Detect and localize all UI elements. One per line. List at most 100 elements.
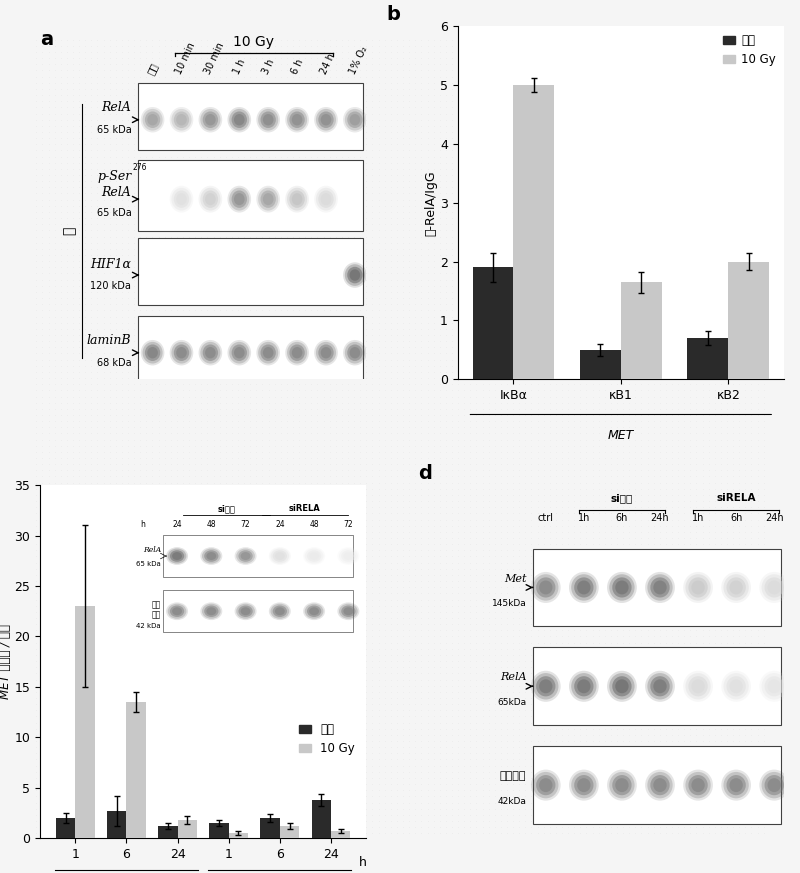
- Point: [79, 672, 92, 686]
- Point: [54, 254, 67, 268]
- Point: [244, 549, 257, 563]
- Point: [318, 666, 330, 680]
- Point: [134, 488, 146, 502]
- Point: [494, 254, 507, 268]
- Point: [513, 599, 526, 613]
- Point: [219, 445, 232, 459]
- Point: [348, 654, 361, 668]
- Point: [311, 678, 324, 692]
- Point: [452, 143, 465, 157]
- Point: [678, 740, 690, 754]
- Point: [286, 476, 299, 490]
- Point: [134, 88, 146, 102]
- Point: [195, 322, 208, 336]
- Point: [103, 242, 116, 256]
- Point: [323, 464, 336, 478]
- Point: [158, 119, 171, 133]
- Point: [195, 457, 208, 471]
- Point: [286, 525, 299, 539]
- Point: [702, 211, 715, 225]
- Point: [385, 771, 398, 785]
- Point: [274, 371, 287, 385]
- Point: [182, 100, 195, 114]
- Point: [115, 371, 128, 385]
- Point: [128, 593, 141, 607]
- Point: [739, 310, 752, 324]
- Point: [647, 593, 660, 607]
- Point: [647, 365, 660, 379]
- Point: [586, 353, 599, 367]
- Point: [622, 704, 635, 718]
- Point: [244, 137, 257, 151]
- Point: [641, 100, 654, 114]
- Point: [598, 476, 611, 490]
- Point: [721, 666, 734, 680]
- Point: [721, 457, 734, 471]
- Point: [758, 716, 770, 730]
- Point: [525, 211, 538, 225]
- Point: [165, 64, 178, 78]
- Point: [678, 365, 690, 379]
- Point: [397, 32, 410, 46]
- Point: [501, 297, 514, 311]
- Point: [708, 223, 721, 237]
- Point: [281, 193, 294, 207]
- Point: [73, 365, 86, 379]
- Point: [122, 45, 134, 59]
- Point: [714, 457, 727, 471]
- Point: [745, 568, 758, 582]
- Point: [726, 149, 739, 163]
- Point: [128, 666, 141, 680]
- Point: [708, 347, 721, 361]
- Point: [415, 426, 428, 440]
- Point: [598, 660, 611, 674]
- Point: [170, 310, 183, 324]
- Point: [36, 347, 49, 361]
- Point: [550, 260, 562, 274]
- Point: [415, 70, 428, 84]
- Point: [366, 599, 379, 613]
- Point: [586, 555, 599, 569]
- Point: [165, 52, 178, 65]
- Point: [61, 728, 74, 742]
- Point: [598, 543, 611, 557]
- Point: [592, 64, 605, 78]
- Ellipse shape: [234, 347, 245, 359]
- Point: [568, 149, 581, 163]
- Point: [622, 340, 635, 354]
- Point: [568, 617, 581, 631]
- Point: [550, 52, 562, 65]
- Point: [305, 143, 318, 157]
- Ellipse shape: [321, 193, 331, 205]
- Point: [434, 254, 446, 268]
- Point: [36, 94, 49, 108]
- Point: [446, 593, 458, 607]
- Point: [513, 789, 526, 803]
- Point: [268, 187, 281, 201]
- Point: [256, 654, 269, 668]
- Point: [488, 801, 501, 815]
- Point: [177, 155, 190, 169]
- Point: [360, 654, 373, 668]
- Point: [79, 297, 92, 311]
- Point: [506, 119, 519, 133]
- Point: [684, 672, 697, 686]
- Ellipse shape: [722, 770, 751, 801]
- Point: [555, 420, 568, 434]
- Point: [268, 698, 281, 711]
- Point: [525, 205, 538, 219]
- Point: [538, 710, 550, 724]
- Point: [690, 328, 703, 342]
- Point: [598, 187, 611, 201]
- Point: [207, 316, 220, 330]
- Point: [140, 433, 153, 447]
- Point: [146, 587, 159, 601]
- Point: [66, 593, 79, 607]
- Point: [232, 740, 245, 754]
- Point: [115, 722, 128, 736]
- Point: [268, 476, 281, 490]
- Point: [525, 420, 538, 434]
- Point: [256, 549, 269, 563]
- Point: [268, 297, 281, 311]
- Point: [128, 64, 141, 78]
